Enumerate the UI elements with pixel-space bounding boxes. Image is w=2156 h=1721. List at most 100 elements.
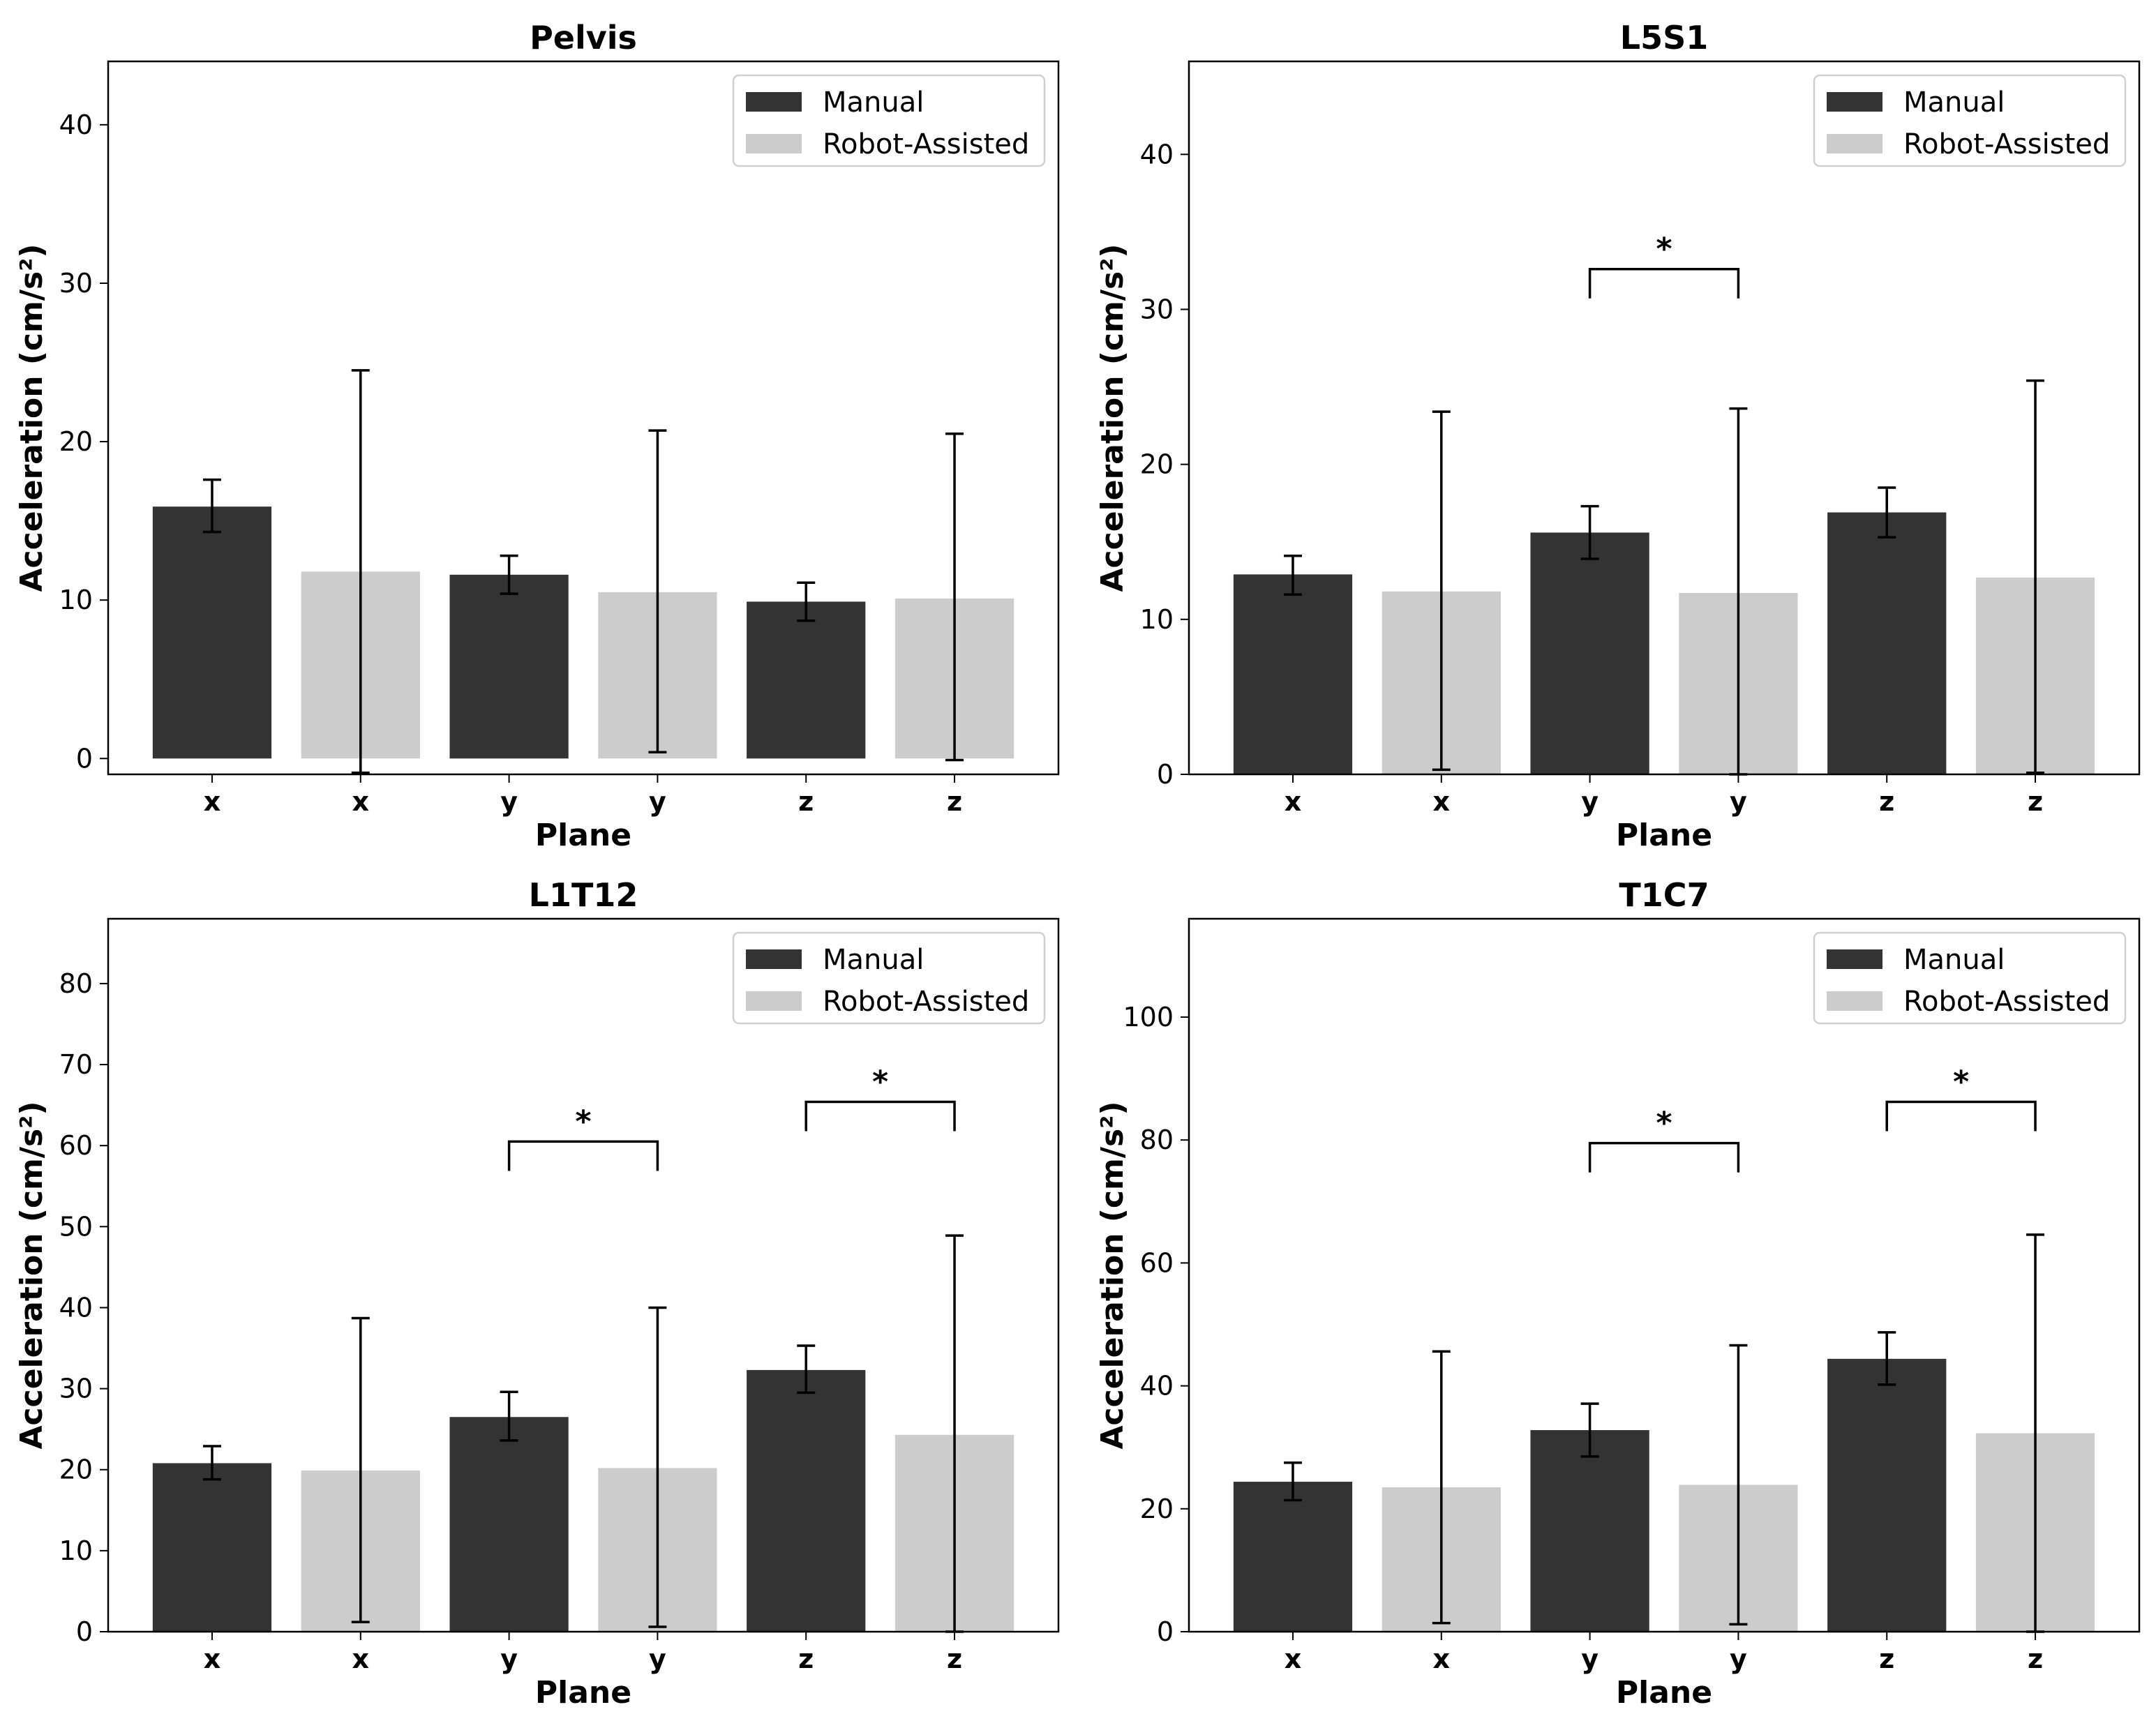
y-tick-label: 40 <box>1140 139 1174 170</box>
x-axis-label: Plane <box>535 1675 631 1711</box>
legend-swatch-manual <box>746 949 802 969</box>
y-tick-label: 0 <box>1157 1616 1174 1647</box>
y-tick-label: 30 <box>59 268 93 299</box>
legend-label-robot-assisted: Robot-Assisted <box>823 986 1029 1018</box>
significance-bracket <box>1588 267 1740 299</box>
x-tick-label: z <box>947 1644 962 1674</box>
y-tick-label: 20 <box>1140 1494 1174 1524</box>
x-axis-label: Plane <box>1616 818 1712 853</box>
x-tick-label: x <box>204 1644 221 1674</box>
bar-manual <box>747 1369 866 1632</box>
y-tick-label: 80 <box>1140 1125 1174 1155</box>
y-tick-label: 20 <box>1140 449 1174 480</box>
y-tick-label: 40 <box>59 1292 93 1323</box>
y-tick-label: 40 <box>59 110 93 140</box>
significance-bracket <box>804 1100 956 1132</box>
axes-frame <box>1188 917 2141 1633</box>
significance-bracket <box>507 1140 659 1171</box>
bar-manual <box>152 1463 272 1632</box>
y-tick-label: 70 <box>59 1049 93 1080</box>
y-tick-label: 20 <box>59 1455 93 1485</box>
x-tick-label: x <box>1433 1644 1451 1674</box>
x-tick-label: x <box>352 1644 370 1674</box>
x-tick-label: z <box>798 786 814 817</box>
bar-manual <box>1827 512 1947 774</box>
legend-label-manual: Manual <box>1903 944 2005 976</box>
panel-title: Pelvis <box>530 19 637 57</box>
x-tick-label: x <box>204 786 221 817</box>
x-tick-label: x <box>1285 786 1302 817</box>
significance-star: * <box>1656 232 1672 267</box>
legend-swatch-manual <box>746 92 802 112</box>
legend-swatch-robot-assisted <box>746 134 802 153</box>
y-axis-label: Acceleration (cm/s²) <box>14 1101 50 1449</box>
axes-frame <box>1188 60 2141 776</box>
y-tick-label: 80 <box>59 968 93 999</box>
x-tick-label: y <box>500 786 518 817</box>
legend-box <box>732 931 1046 1025</box>
y-tick-label: 0 <box>76 1616 93 1647</box>
y-tick-label: 0 <box>1157 759 1174 790</box>
legend-box <box>1813 931 2127 1025</box>
y-tick-label: 0 <box>76 743 93 774</box>
legend-label-manual: Manual <box>823 944 924 976</box>
y-tick-label: 100 <box>1123 1002 1174 1032</box>
y-tick-label: 40 <box>1140 1371 1174 1401</box>
axes-frame <box>107 917 1060 1633</box>
panel-title: T1C7 <box>1619 876 1709 914</box>
bar-manual <box>1530 1430 1649 1632</box>
bar-manual <box>1233 1482 1353 1632</box>
legend-swatch-manual <box>1827 949 1882 969</box>
bar-manual <box>152 506 272 759</box>
y-tick-label: 30 <box>1140 294 1174 324</box>
legend-swatch-robot-assisted <box>1827 134 1882 153</box>
y-tick-label: 10 <box>59 585 93 615</box>
legend-label-robot-assisted: Robot-Assisted <box>823 128 1029 160</box>
legend-box <box>732 74 1046 167</box>
bar-manual <box>747 601 866 759</box>
x-tick-label: z <box>947 786 962 817</box>
legend-label-manual: Manual <box>1903 87 2005 119</box>
x-tick-label: x <box>1433 786 1451 817</box>
significance-star: * <box>1656 1106 1672 1141</box>
x-tick-label: z <box>798 1644 814 1674</box>
axes-frame <box>107 60 1060 776</box>
x-tick-label: y <box>1581 1644 1599 1674</box>
significance-bracket <box>1885 1100 2037 1132</box>
chart-panel-pelvis: Pelvis 0 10 20 30 40 x x y y z z Plane Acceleration (… <box>14 19 1060 853</box>
legend-label-manual: Manual <box>823 87 924 119</box>
significance-star: * <box>575 1104 591 1139</box>
chart-panel-l5s1: L5S1 0 10 20 30 40 x x y y z z * Plane Acceleration (c… <box>1095 19 2141 853</box>
x-tick-label: z <box>1879 1644 1894 1674</box>
bar-manual <box>449 574 569 759</box>
x-tick-label: y <box>1730 786 1747 817</box>
panel-title: L1T12 <box>529 876 638 914</box>
bar-manual <box>1827 1358 1947 1632</box>
y-axis-label: Acceleration (cm/s²) <box>1095 243 1130 592</box>
x-tick-label: y <box>649 1644 666 1674</box>
legend-swatch-robot-assisted <box>746 991 802 1011</box>
legend-label-robot-assisted: Robot-Assisted <box>1903 128 2110 160</box>
y-tick-label: 10 <box>59 1535 93 1566</box>
x-axis-label: Plane <box>535 818 631 853</box>
chart-panel-l1t12: L1T12 0 10 20 30 40 50 60 70 80 x x y y z z * * Plane Accel… <box>14 876 1060 1711</box>
legend-swatch-robot-assisted <box>1827 991 1882 1011</box>
y-tick-label: 20 <box>59 426 93 457</box>
x-tick-label: z <box>2028 786 2043 817</box>
x-tick-label: z <box>2028 1644 2043 1674</box>
y-axis-label: Acceleration (cm/s²) <box>14 243 50 592</box>
x-tick-label: x <box>1285 1644 1302 1674</box>
significance-star: * <box>872 1064 888 1099</box>
x-axis-label: Plane <box>1616 1675 1712 1711</box>
y-axis-label: Acceleration (cm/s²) <box>1095 1101 1130 1449</box>
x-tick-label: x <box>352 786 370 817</box>
legend-swatch-manual <box>1827 92 1882 112</box>
panel-title: L5S1 <box>1620 19 1708 57</box>
bar-manual <box>1530 532 1649 774</box>
x-tick-label: z <box>1879 786 1894 817</box>
legend-box <box>1813 74 2127 167</box>
legend-label-robot-assisted: Robot-Assisted <box>1903 986 2110 1018</box>
y-tick-label: 60 <box>59 1130 93 1161</box>
